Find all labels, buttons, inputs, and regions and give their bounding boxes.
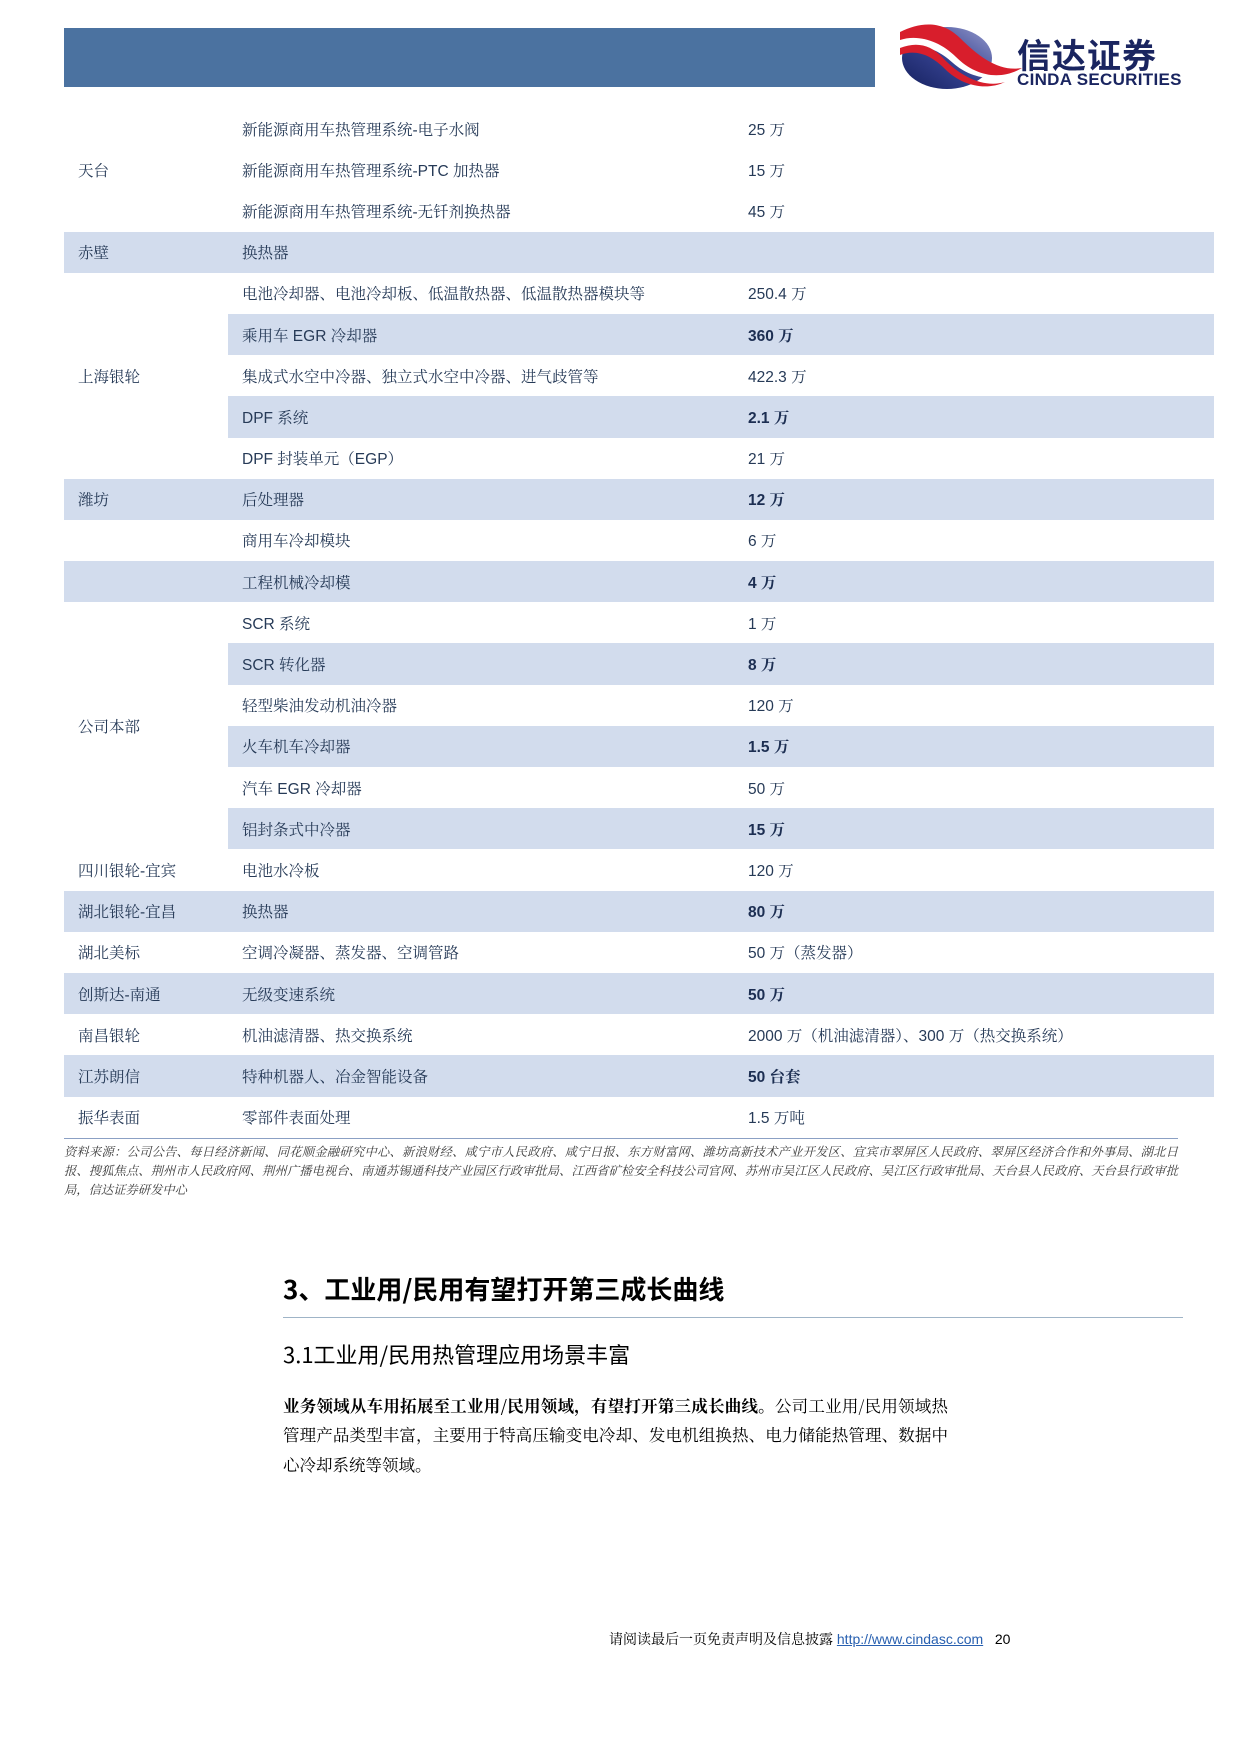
svg-text:CINDA SECURITIES: CINDA SECURITIES: [1017, 70, 1182, 89]
